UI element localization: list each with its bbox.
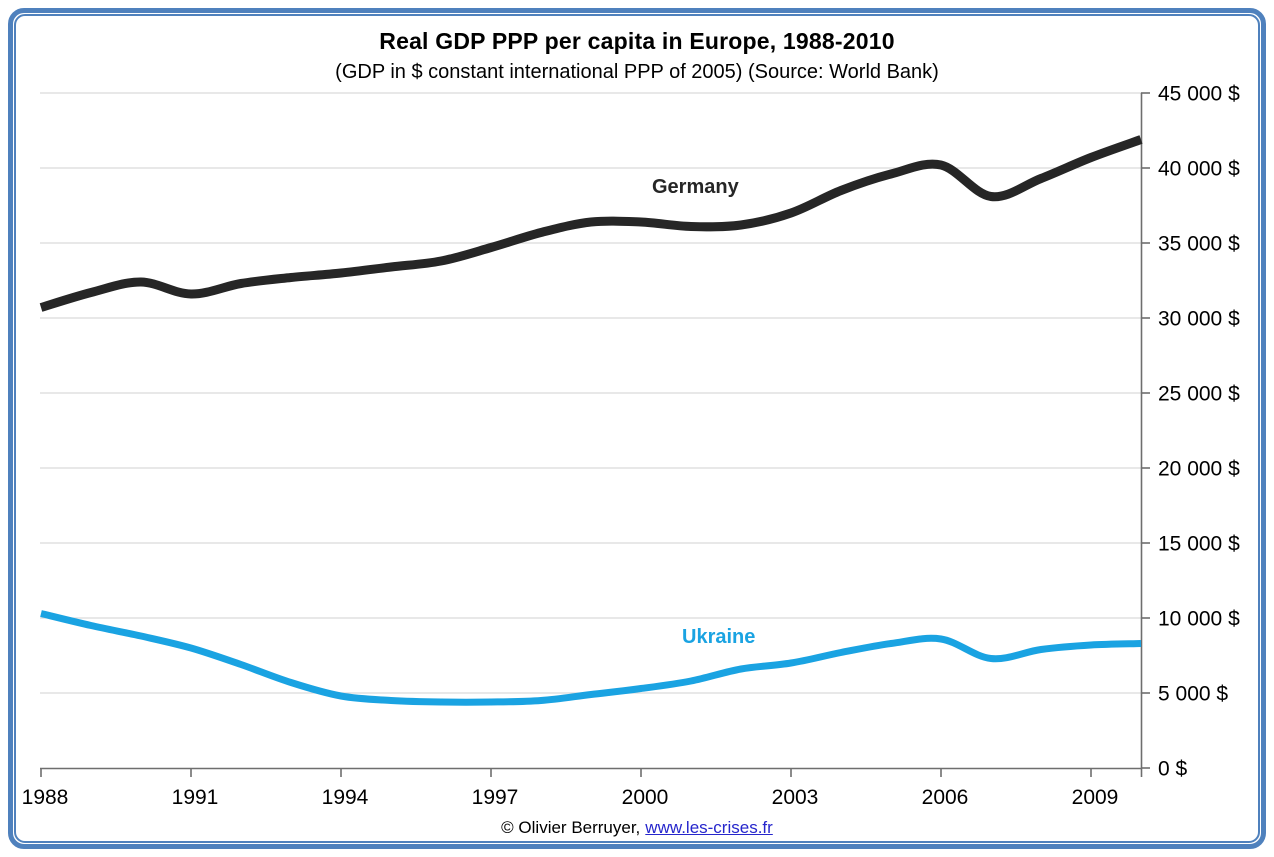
y-tick-label: 25 000 $ [1158,383,1240,406]
y-tick-label: 0 $ [1158,758,1188,781]
chart-subtitle: (GDP in $ constant international PPP of … [335,61,939,83]
x-tick-label: 2003 [772,786,819,809]
y-tick-label: 30 000 $ [1158,308,1240,331]
x-tick-label: 1997 [472,786,519,809]
x-tick-label: 2009 [1072,786,1119,809]
decorative-border-frame [8,8,1266,849]
y-tick-label: 15 000 $ [1158,533,1240,556]
y-tick-label: 5 000 $ [1158,683,1228,706]
chart-footer: © Olivier Berruyer, www.les-crises.fr [0,818,1274,838]
chart-title: Real GDP PPP per capita in Europe, 1988-… [379,28,895,54]
y-tick-label: 45 000 $ [1158,83,1240,106]
x-tick-label: 2000 [622,786,669,809]
x-tick-label: 1994 [322,786,369,809]
copyright-text: © Olivier Berruyer, [501,818,641,837]
series-line-ukraine [40,610,1142,706]
decorative-border-frame-inner [14,14,1260,843]
y-tick-label: 35 000 $ [1158,233,1240,256]
x-tick-label: 1991 [172,786,219,809]
y-tick-label: 10 000 $ [1158,608,1240,631]
series-label-germany: Germany [652,176,739,198]
y-tick-label: 40 000 $ [1158,158,1240,181]
series-label-ukraine: Ukraine [682,626,756,648]
series-line-germany [39,135,1143,312]
les-crises-link[interactable]: www.les-crises.fr [645,818,773,837]
x-tick-label: 1988 [22,786,69,809]
y-tick-label: 20 000 $ [1158,458,1240,481]
x-tick-label: 2006 [922,786,969,809]
